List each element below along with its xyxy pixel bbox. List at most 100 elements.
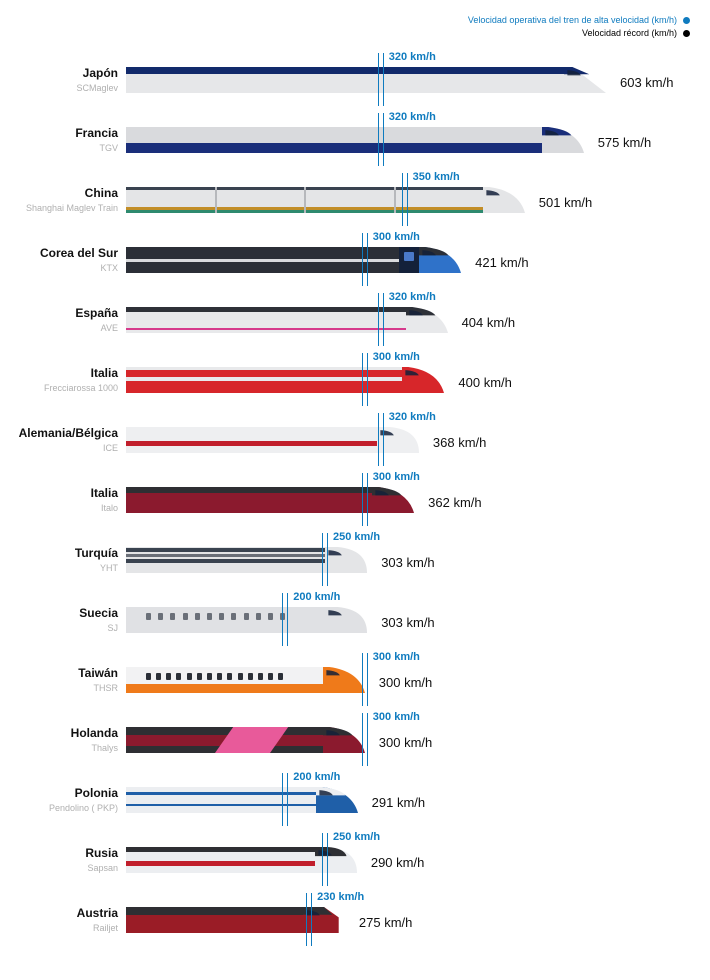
bar-area: 300 km/h 400 km/h xyxy=(126,353,690,406)
bar-area: 200 km/h303 km/h xyxy=(126,593,690,646)
operational-marker xyxy=(322,533,328,586)
train-nose xyxy=(483,187,525,213)
record-speed-label: 501 km/h xyxy=(539,195,592,210)
row-labels: Japón SCMaglev xyxy=(15,66,126,93)
country-label: China xyxy=(15,186,118,200)
train-name-label: AVE xyxy=(15,323,118,333)
legend-operational-dot xyxy=(683,17,690,24)
operational-speed-label: 200 km/h xyxy=(293,591,340,603)
row-labels: Corea del Sur KTX xyxy=(15,246,126,273)
train-name-label: THSR xyxy=(15,683,118,693)
train-row: Polonia Pendolino ( PKP) 200 km/h291 km/… xyxy=(15,773,690,826)
train-nose xyxy=(402,367,444,393)
train-body xyxy=(126,187,483,213)
train-body xyxy=(126,67,564,93)
operational-marker xyxy=(362,233,368,286)
record-speed-label: 303 km/h xyxy=(381,555,434,570)
country-label: Taiwán xyxy=(15,666,118,680)
bar-area: 250 km/h290 km/h xyxy=(126,833,690,886)
train-name-label: TGV xyxy=(15,143,118,153)
train-nose xyxy=(325,607,367,633)
train-row: Turquía YHT 250 km/h303 km/h xyxy=(15,533,690,586)
bar-area: 300 km/h300 km/h xyxy=(126,653,690,706)
legend-operational-text: Velocidad operativa del tren de alta vel… xyxy=(468,15,677,25)
train-nose xyxy=(542,127,584,153)
legend-record-text: Velocidad récord (km/h) xyxy=(582,28,677,38)
row-labels: Holanda Thalys xyxy=(15,726,126,753)
row-labels: Francia TGV xyxy=(15,126,126,153)
train-nose xyxy=(406,307,448,333)
train-name-label: Pendolino ( PKP) xyxy=(15,803,118,813)
train-body xyxy=(126,667,323,693)
record-speed-label: 400 km/h xyxy=(458,375,511,390)
country-label: Corea del Sur xyxy=(15,246,118,260)
train-name-label: KTX xyxy=(15,263,118,273)
train-body xyxy=(126,847,315,873)
train-row: Alemania/Bélgica ICE 320 km/h368 km/h xyxy=(15,413,690,466)
train-body xyxy=(126,727,323,753)
train-body xyxy=(126,547,325,573)
operational-speed-label: 320 km/h xyxy=(389,51,436,63)
train-body xyxy=(126,607,325,633)
train-body xyxy=(126,427,377,453)
operational-speed-label: 320 km/h xyxy=(389,291,436,303)
train-name-label: SCMaglev xyxy=(15,83,118,93)
train-nose xyxy=(564,67,606,93)
record-speed-label: 291 km/h xyxy=(372,795,425,810)
bar-area: 250 km/h303 km/h xyxy=(126,533,690,586)
country-label: Italia xyxy=(15,366,118,380)
bar-area: 200 km/h291 km/h xyxy=(126,773,690,826)
record-speed-label: 421 km/h xyxy=(475,255,528,270)
operational-speed-label: 300 km/h xyxy=(373,711,420,723)
train-name-label: Thalys xyxy=(15,743,118,753)
country-label: Rusia xyxy=(15,846,118,860)
train-nose xyxy=(372,487,414,513)
country-label: Japón xyxy=(15,66,118,80)
train-body xyxy=(126,307,406,333)
train-body xyxy=(126,127,542,153)
operational-marker xyxy=(362,713,368,766)
record-speed-label: 362 km/h xyxy=(428,495,481,510)
row-labels: Italia Frecciarossa 1000 xyxy=(15,366,126,393)
operational-speed-label: 230 km/h xyxy=(317,891,364,903)
train-nose xyxy=(316,787,358,813)
operational-marker xyxy=(378,113,384,166)
operational-speed-label: 320 km/h xyxy=(389,111,436,123)
operational-speed-label: 300 km/h xyxy=(373,351,420,363)
train-nose xyxy=(325,547,367,573)
bar-area: 300 km/h 421 km/h xyxy=(126,233,690,286)
train-name-label: Railjet xyxy=(15,923,118,933)
country-label: Francia xyxy=(15,126,118,140)
train-row: Rusia Sapsan 250 km/h290 km/h xyxy=(15,833,690,886)
train-name-label: Shanghai Maglev Train xyxy=(15,203,118,213)
operational-marker xyxy=(378,293,384,346)
row-labels: Polonia Pendolino ( PKP) xyxy=(15,786,126,813)
legend-operational: Velocidad operativa del tren de alta vel… xyxy=(15,15,690,25)
train-speed-chart: Japón SCMaglev 320 km/h603 km/hFrancia T… xyxy=(15,53,690,946)
train-nose xyxy=(323,667,365,693)
operational-marker xyxy=(378,413,384,466)
train-row: España AVE 320 km/h404 km/h xyxy=(15,293,690,346)
row-labels: Rusia Sapsan xyxy=(15,846,126,873)
row-labels: Taiwán THSR xyxy=(15,666,126,693)
country-label: Polonia xyxy=(15,786,118,800)
record-speed-label: 275 km/h xyxy=(359,915,412,930)
operational-marker xyxy=(362,473,368,526)
train-row: Taiwán THSR 300 km/h300 km/h xyxy=(15,653,690,706)
train-name-label: YHT xyxy=(15,563,118,573)
train-body xyxy=(126,907,303,933)
operational-marker xyxy=(362,353,368,406)
country-label: Suecia xyxy=(15,606,118,620)
bar-area: 230 km/h 275 km/h xyxy=(126,893,690,946)
row-labels: Suecia SJ xyxy=(15,606,126,633)
train-name-label: Frecciarossa 1000 xyxy=(15,383,118,393)
operational-marker xyxy=(282,773,288,826)
operational-speed-label: 320 km/h xyxy=(389,411,436,423)
legend-record-dot xyxy=(683,30,690,37)
operational-speed-label: 350 km/h xyxy=(413,171,460,183)
train-name-label: Sapsan xyxy=(15,863,118,873)
train-row: Austria Railjet 230 km/h275 km/h xyxy=(15,893,690,946)
operational-speed-label: 300 km/h xyxy=(373,231,420,243)
operational-marker xyxy=(282,593,288,646)
operational-marker xyxy=(378,53,384,106)
